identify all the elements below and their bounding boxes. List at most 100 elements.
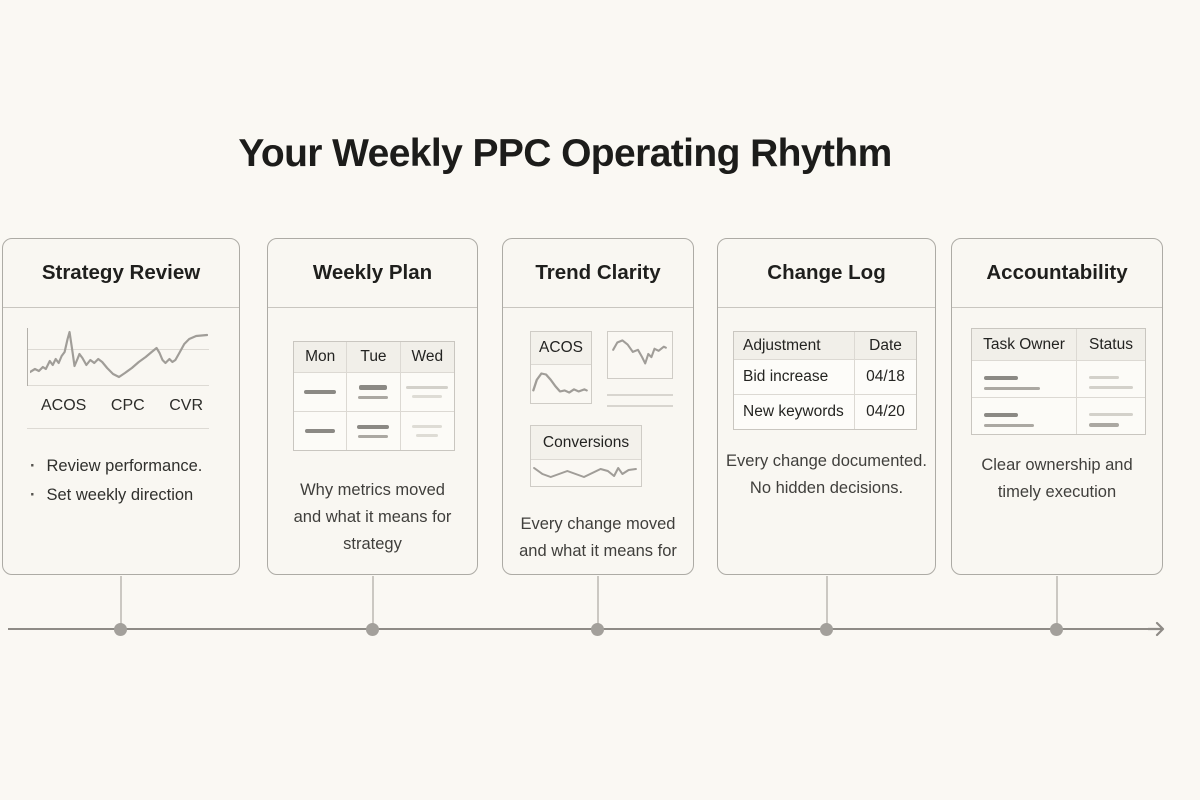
sparkline-icon [533, 467, 637, 478]
table-cell: Bid increase [734, 359, 855, 394]
table-cell [1077, 397, 1145, 434]
placeholder-line [984, 386, 1040, 390]
line-chart-icon [30, 330, 208, 379]
placeholder-line [412, 395, 443, 398]
table-row: New keywords 04/20 [734, 394, 916, 429]
placeholder-line [416, 434, 439, 437]
placeholder-line [358, 434, 389, 438]
timeline-connector [120, 576, 122, 629]
conversions-trend-panel: Conversions [530, 425, 642, 487]
table-cell: 04/18 [855, 359, 916, 394]
placeholder-line [305, 429, 336, 433]
card-caption: Every change documented. No hidden decis… [726, 452, 927, 497]
placeholder-line [304, 390, 337, 394]
card-title: Trend Clarity [535, 261, 661, 284]
table-row [294, 411, 454, 450]
table-header-row: Task Owner Status [972, 329, 1145, 360]
timeline-axis [8, 628, 1156, 630]
card-accountability: Accountability Task Owner Status [951, 238, 1163, 575]
card-title: Change Log [767, 261, 886, 284]
column-header: Tue [347, 342, 401, 372]
table-row: Bid increase 04/18 [734, 359, 916, 394]
bullet-text: Set weekly direction [46, 486, 194, 504]
table-cell [294, 411, 348, 450]
timeline-connector [597, 576, 599, 629]
arrow-right-icon [1148, 621, 1165, 637]
gridline [28, 349, 209, 350]
table-cell: 04/20 [855, 394, 916, 429]
acos-trend-panel: ACOS [530, 331, 592, 404]
placeholder-line [358, 396, 389, 399]
card-caption: Every change moved and what it means for [519, 515, 677, 560]
table-header-row: Mon Tue Wed [294, 342, 454, 372]
timeline-connector [826, 576, 828, 629]
placeholder-line [984, 412, 1018, 417]
table-cell [972, 397, 1077, 434]
placeholder-line [1089, 386, 1133, 389]
sparkline-icon [532, 372, 588, 394]
timeline-dot [1050, 623, 1063, 636]
table-cell [347, 372, 401, 411]
panel-label: ACOS [531, 332, 591, 365]
metric-label-cpc: CPC [110, 397, 145, 414]
card-caption: Why metrics moved and what it means for … [293, 481, 452, 553]
accountability-table: Task Owner Status [971, 328, 1146, 435]
card-strategy-review: Strategy Review ACOS CPC CVR Review perf… [2, 238, 240, 575]
bullet-dot-icon [30, 481, 36, 510]
table-cell [294, 372, 348, 411]
placeholder-line [607, 394, 673, 396]
table-header-row: Adjustment Date [734, 332, 916, 359]
list-item: Set weekly direction [30, 481, 202, 510]
table-cell [400, 411, 454, 450]
page-title: Your Weekly PPC Operating Rhythm [238, 132, 892, 176]
card-header: Accountability [952, 239, 1162, 308]
trend-thumbnail-panel [607, 331, 673, 379]
column-header: Adjustment [734, 332, 855, 359]
table-row [972, 360, 1145, 397]
placeholder-line [357, 424, 390, 429]
timeline-dot [366, 623, 379, 636]
metric-label-acos: ACOS [41, 397, 87, 414]
performance-chart: ACOS CPC CVR [27, 328, 209, 429]
column-header: Date [855, 332, 916, 359]
card-header: Trend Clarity [503, 239, 693, 308]
timeline-dot [820, 623, 833, 636]
column-header: Wed [400, 342, 454, 372]
placeholder-line [1089, 376, 1119, 379]
list-item: Review performance. [30, 452, 203, 481]
table-cell [347, 411, 401, 450]
card-weekly-plan: Weekly Plan Mon Tue Wed [267, 238, 478, 575]
card-header: Weekly Plan [268, 239, 477, 308]
metric-labels-row: ACOS CPC CVR [27, 386, 209, 429]
placeholder-line [984, 423, 1034, 427]
card-header: Strategy Review [3, 239, 239, 308]
table-cell: New keywords [734, 394, 855, 429]
table-row [972, 397, 1145, 434]
column-header: Status [1077, 329, 1145, 360]
card-title: Strategy Review [41, 261, 201, 284]
panel-label: Conversions [531, 426, 641, 460]
bullet-text: Review performance. [46, 457, 203, 475]
chart-plot-area [27, 328, 209, 386]
timeline-connector [1056, 576, 1058, 629]
placeholder-line [1089, 412, 1133, 416]
sparkline-icon [612, 339, 667, 365]
bullet-list: Review performance. Set weekly direction [30, 452, 203, 510]
timeline-connector [372, 576, 374, 629]
card-caption: Clear ownership and timely execution [981, 456, 1133, 501]
placeholder-line [412, 425, 443, 428]
placeholder-line [607, 405, 673, 407]
gridline [28, 385, 209, 386]
weekly-plan-table: Mon Tue Wed [293, 341, 455, 451]
card-header: Change Log [718, 239, 935, 308]
card-title: Weekly Plan [312, 261, 433, 284]
table-cell [972, 360, 1077, 397]
column-header: Mon [294, 342, 348, 372]
placeholder-line [984, 375, 1018, 380]
card-change-log: Change Log Adjustment Date Bid increase … [717, 238, 936, 575]
card-title: Accountability [986, 261, 1128, 284]
bullet-dot-icon [30, 452, 36, 481]
metric-label-cvr: CVR [169, 397, 203, 414]
placeholder-line [1089, 422, 1119, 427]
timeline-dot [591, 623, 604, 636]
